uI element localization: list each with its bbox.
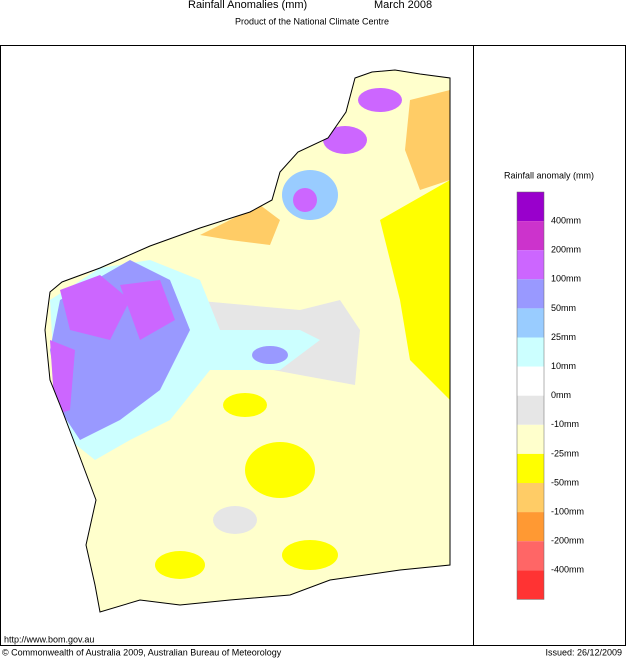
region-grey: [213, 506, 257, 534]
legend-swatch: [517, 192, 544, 222]
region-yellow: [282, 540, 338, 570]
region-yellow: [245, 442, 315, 498]
legend-label: 400mm: [551, 215, 581, 225]
region-purple: [293, 188, 317, 212]
region-yellow: [155, 551, 205, 579]
legend-label: 200mm: [551, 245, 581, 255]
legend-swatch: [517, 541, 544, 571]
legend-label: 25mm: [551, 332, 576, 342]
legend-label: 0mm: [551, 390, 571, 400]
state-map: [45, 70, 450, 612]
map-date: March 2008: [374, 0, 432, 11]
legend: 400mm 200mm 100mm 50mm 25mm 10mm 0mm -10mm -25mm…: [516, 191, 584, 600]
footer-copyright: © Commonwealth of Australia 2009, Austra…: [2, 647, 282, 657]
legend-label: -100mm: [551, 506, 584, 516]
legend-label: 10mm: [551, 361, 576, 371]
legend-swatch: [517, 366, 544, 396]
legend-border: [516, 191, 545, 600]
legend-swatch: [517, 250, 544, 280]
region-purple: [358, 88, 402, 112]
region-orange: [200, 205, 280, 245]
region-purple: [323, 126, 367, 154]
legend-swatch: [517, 570, 544, 600]
footer-issued: Issued: 26/12/2009: [545, 647, 622, 657]
legend-title: Rainfall anomaly (mm): [504, 170, 594, 180]
legend-label: 50mm: [551, 303, 576, 313]
legend-swatch: [517, 453, 544, 483]
legend-swatch: [517, 483, 544, 513]
region-purple: [120, 280, 175, 340]
legend-label: 100mm: [551, 274, 581, 284]
footer-url: http://www.bom.gov.au: [4, 634, 94, 644]
map-title: Rainfall Anomalies (mm): [188, 0, 307, 11]
legend-label: -400mm: [551, 565, 584, 575]
region-yellow: [380, 180, 450, 400]
region-orange: [405, 90, 450, 190]
map-subtitle: Product of the National Climate Centre: [235, 16, 389, 26]
region-purple: [60, 275, 130, 340]
legend-swatch: [517, 279, 544, 309]
legend-swatch: [517, 308, 544, 338]
legend-label: -25mm: [551, 448, 579, 458]
state-outline: [44, 69, 451, 613]
legend-label: -50mm: [551, 477, 579, 487]
legend-swatch: [517, 512, 544, 542]
legend-label: -200mm: [551, 536, 584, 546]
region-yellow: [223, 393, 267, 417]
region-blue: [252, 346, 288, 364]
legend-swatch: [517, 337, 544, 367]
legend-swatch: [517, 221, 544, 251]
legend-swatch: [517, 395, 544, 425]
legend-swatch: [517, 424, 544, 454]
legend-label: -10mm: [551, 419, 579, 429]
